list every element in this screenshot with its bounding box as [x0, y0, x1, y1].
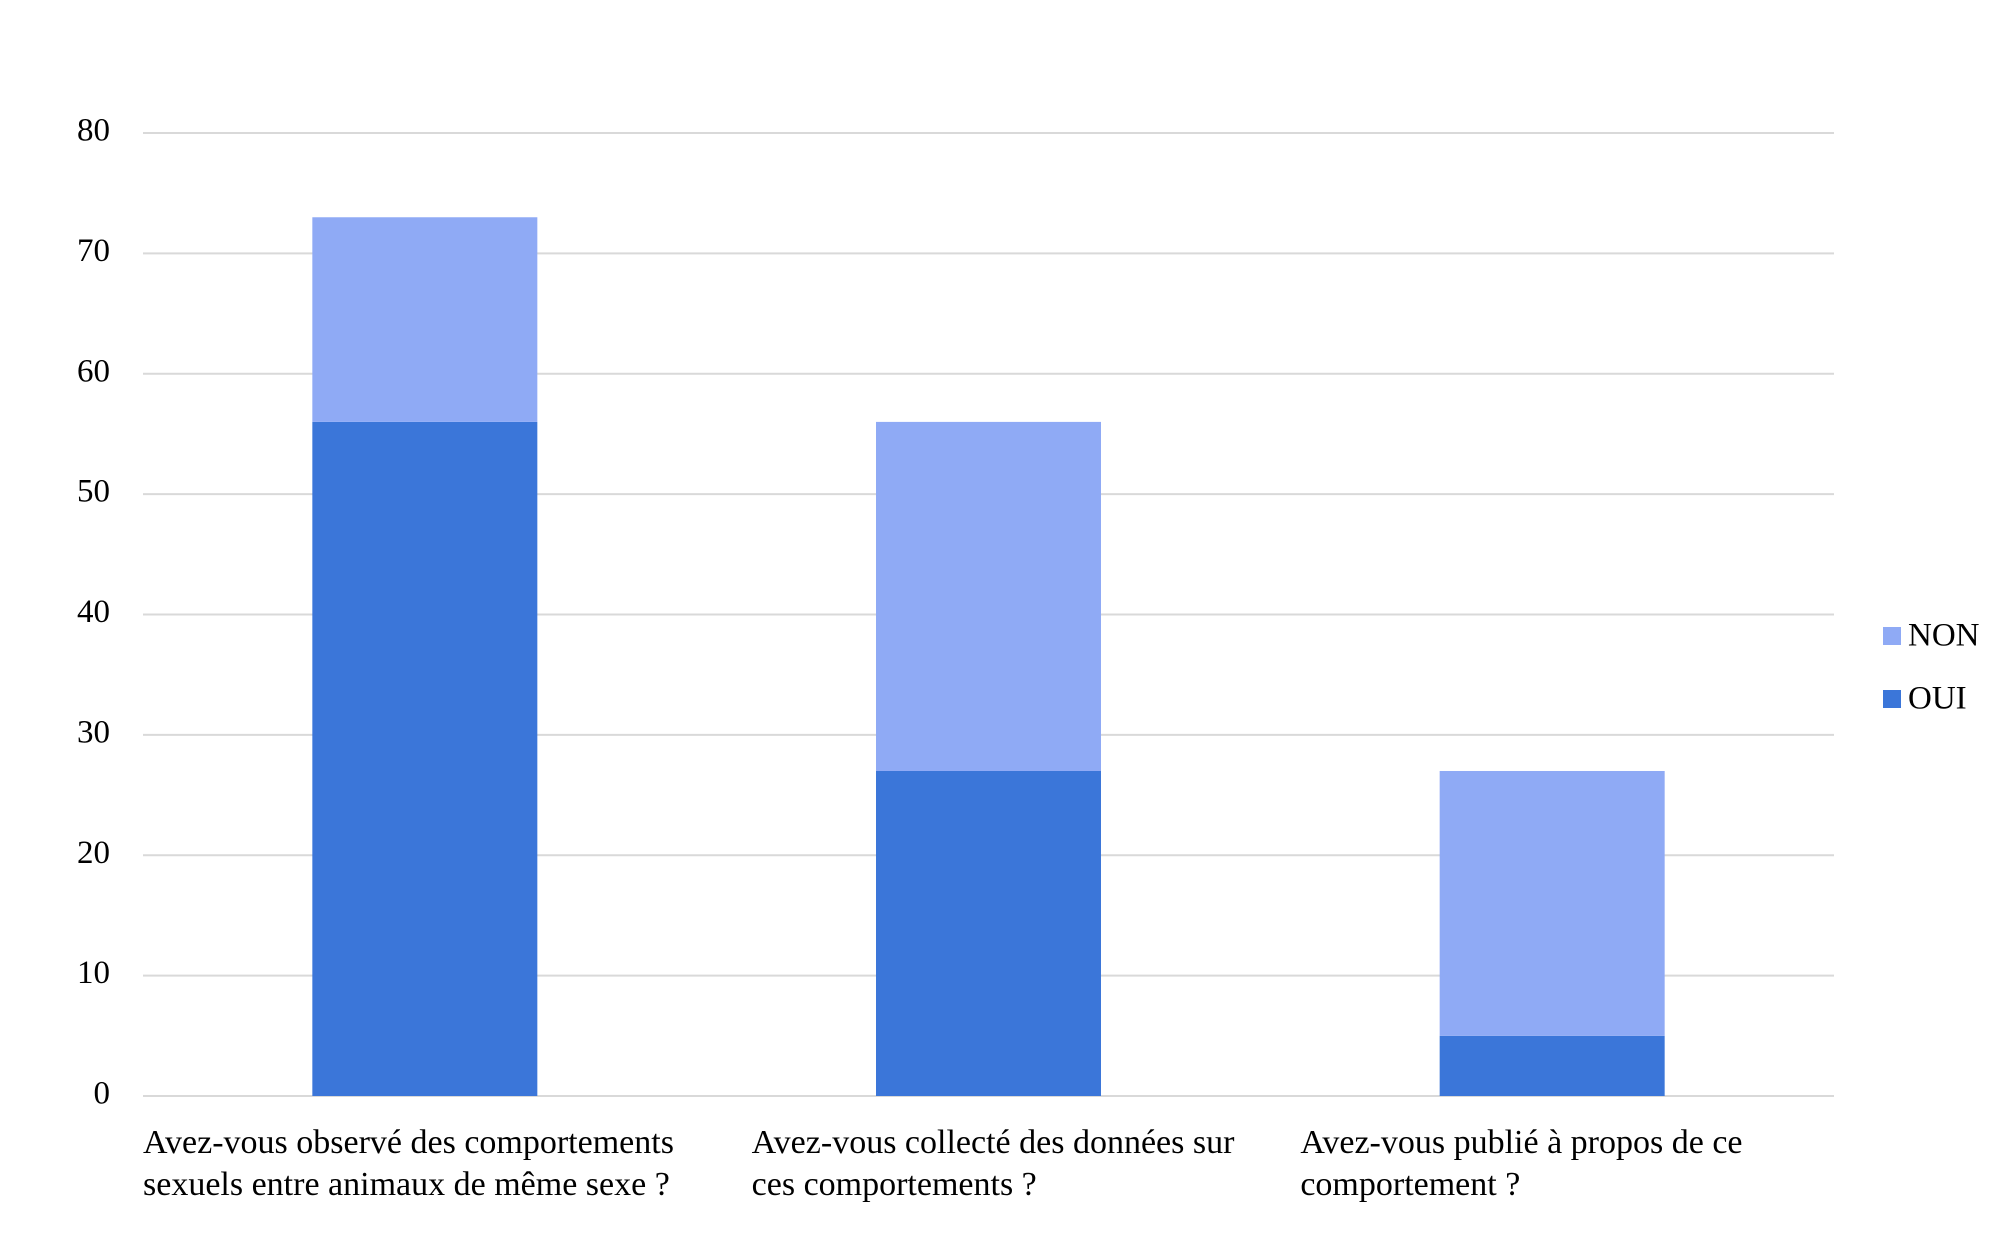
legend-swatch	[1883, 627, 1901, 645]
bar-segment	[312, 217, 538, 422]
legend-label: OUI	[1908, 681, 1967, 717]
y-tick-label: 40	[77, 594, 110, 630]
legend-label: NON	[1908, 618, 1980, 654]
x-tick-label: Avez-vous collecté des données sur ces c…	[751, 1124, 1235, 1203]
bar-segment	[876, 421, 1101, 771]
legend-swatch	[1883, 690, 1901, 708]
bar-segment	[312, 421, 538, 1096]
y-tick-label: 20	[77, 835, 110, 871]
y-tick-label: 30	[77, 714, 110, 750]
y-tick-label: 10	[77, 955, 110, 991]
y-tick-label: 60	[77, 353, 110, 389]
y-tick-label: 50	[77, 474, 110, 510]
x-tick-label: Avez-vous publié à propos de ce comporte…	[1300, 1124, 1743, 1203]
y-tick-label: 0	[94, 1076, 111, 1112]
x-tick-label: Avez-vous observé des comportements sexu…	[143, 1124, 674, 1203]
bar-segment	[876, 770, 1101, 1096]
bar-segment	[1439, 1035, 1665, 1096]
bar-segment	[1439, 770, 1665, 1036]
y-tick-label: 70	[77, 233, 110, 269]
y-tick-label: 80	[77, 113, 110, 149]
